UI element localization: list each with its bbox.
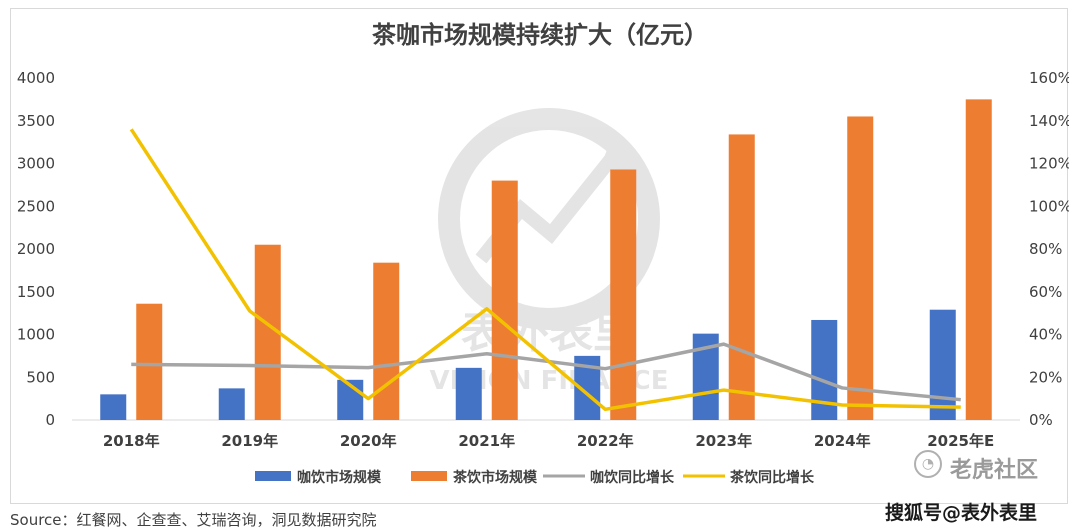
y-right-axis: 0% 20% 40% 60% 80% 100% 120% 140% 160% [1029,69,1069,429]
bar-coffee-size [455,367,482,420]
x-tick-label: 2021年 [458,432,515,450]
legend-label-coffee-size: 咖饮市场规模 [297,469,382,486]
x-tick-label: 2020年 [340,432,397,450]
bar-coffee-size [929,309,956,420]
y-right-tick-label: 120% [1029,155,1069,173]
bar-tea-size [847,116,874,420]
legend-label-tea-growth: 茶饮同比增长 [729,469,815,486]
chart-title: 茶咖市场规模持续扩大（亿元） [372,21,708,49]
y-left-tick-label: 3000 [17,155,55,173]
x-tick-label: 2022年 [577,432,634,450]
y-left-axis: 0 500 1000 1500 2000 2500 3000 3500 4000 [17,69,55,429]
bar-tea-size [610,169,637,420]
x-tick-label: 2018年 [103,432,160,450]
legend: 咖饮市场规模 茶饮市场规模 咖饮同比增长 茶饮同比增长 [255,469,815,486]
y-right-tick-label: 80% [1029,240,1062,258]
chart-frame: 表外表里 VISION FINANCE 茶咖市场规模持续扩大（亿元） 0 500 1… [10,8,1069,504]
x-tick-label: 2023年 [695,432,752,450]
legend-label-tea-size: 茶饮市场规模 [452,469,538,486]
x-tick-label: 2024年 [814,432,871,450]
y-left-tick-label: 3500 [17,112,55,130]
x-tick-label: 2019年 [221,432,278,450]
legend-swatch-coffee-size [255,471,291,481]
y-right-tick-label: 40% [1029,326,1062,344]
bar-tea-size [491,180,518,420]
y-right-tick-label: 60% [1029,283,1062,301]
bar-tea-size [728,134,755,420]
y-left-tick-label: 1500 [17,283,55,301]
laohu-logo-icon: ◔ [914,450,942,478]
y-right-tick-label: 160% [1029,69,1069,87]
line-tea-growth [129,128,961,412]
y-right-tick-label: 0% [1029,411,1053,429]
y-right-tick-label: 140% [1029,112,1069,130]
y-right-tick-label: 100% [1029,197,1069,215]
y-left-tick-label: 2000 [17,240,55,258]
y-left-tick-label: 0 [45,411,55,429]
bar-coffee-size [100,394,127,420]
bar-tea-size [136,303,163,420]
bar-tea-size [373,262,400,420]
legend-swatch-tea-size [411,471,447,481]
legend-label-coffee-growth: 咖饮同比增长 [590,469,675,486]
y-left-tick-label: 4000 [17,69,55,87]
source-note: Source：红餐网、企查查、艾瑞咨询，洞见数据研究院 [10,511,377,529]
watermark-sohu: 搜狐号@表外表里 [885,502,1038,524]
y-left-tick-label: 1000 [17,326,55,344]
chart-svg: 表外表里 VISION FINANCE 茶咖市场规模持续扩大（亿元） 05001… [17,21,1069,486]
watermark-logo-text: 表外表里 [461,307,637,358]
x-tick-label: 2025年E [927,432,994,450]
watermark-laohu: 老虎社区 [950,458,1039,483]
y-left-tick-label: 500 [26,368,55,386]
y-left-tick-label: 2500 [17,197,55,215]
y-right-tick-label: 20% [1029,368,1062,386]
bar-tea-size [965,99,992,420]
bar-coffee-size [218,388,245,420]
lines [129,128,961,412]
x-axis: 2018年 2019年 2020年 2021年 2022年 2023年 2024年 2025年… [103,432,994,450]
